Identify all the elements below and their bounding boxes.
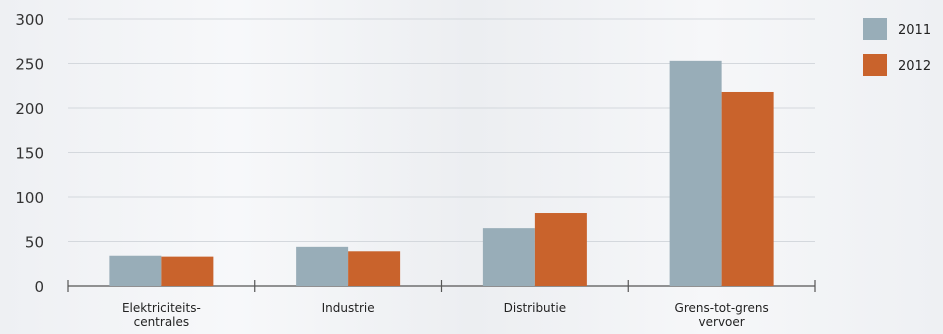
y-tick-label-0: 0 bbox=[34, 278, 44, 296]
bar-2012-0 bbox=[161, 256, 214, 286]
bars bbox=[109, 60, 774, 286]
bar-2011-3 bbox=[669, 60, 722, 286]
legend-swatch-2012 bbox=[863, 54, 887, 76]
category-label-line: Elektriciteits- bbox=[122, 301, 201, 315]
bar-2012-1 bbox=[348, 251, 401, 286]
legend-label-2012: 2012 bbox=[898, 59, 931, 74]
legend: 2011 2012 bbox=[863, 18, 931, 76]
y-tick-label-50: 50 bbox=[25, 234, 44, 252]
category-label-0: Elektriciteits-centrales bbox=[122, 301, 201, 329]
category-label-1: Industrie bbox=[322, 301, 375, 315]
bar-2011-1 bbox=[296, 246, 349, 286]
bar-2011-0 bbox=[109, 255, 162, 286]
bar-2012-2 bbox=[534, 213, 587, 286]
category-label-line: Distributie bbox=[504, 301, 566, 315]
category-labels: Elektriciteits-centrales Industrie Distrib… bbox=[122, 301, 769, 329]
legend-swatch-2011 bbox=[863, 18, 887, 40]
category-label-line: centrales bbox=[134, 315, 190, 329]
bar-2012-3 bbox=[721, 91, 774, 286]
bar-2011-2 bbox=[482, 228, 535, 286]
legend-label-2011: 2011 bbox=[898, 23, 931, 38]
category-label-line: vervoer bbox=[699, 315, 745, 329]
y-tick-label-300: 300 bbox=[15, 11, 44, 29]
y-tick-label-150: 150 bbox=[15, 145, 44, 163]
y-tick-labels: 0 50 100 150 200 250 300 bbox=[15, 11, 44, 296]
y-tick-label-200: 200 bbox=[15, 100, 44, 118]
category-label-line: Grens-tot-grens bbox=[675, 301, 769, 315]
y-tick-label-250: 250 bbox=[15, 56, 44, 74]
y-tick-label-100: 100 bbox=[15, 189, 44, 207]
category-label-line: Industrie bbox=[322, 301, 375, 315]
category-label-3: Grens-tot-grens vervoer bbox=[675, 301, 769, 329]
gridlines bbox=[68, 18, 815, 242]
category-label-2: Distributie bbox=[504, 301, 566, 315]
